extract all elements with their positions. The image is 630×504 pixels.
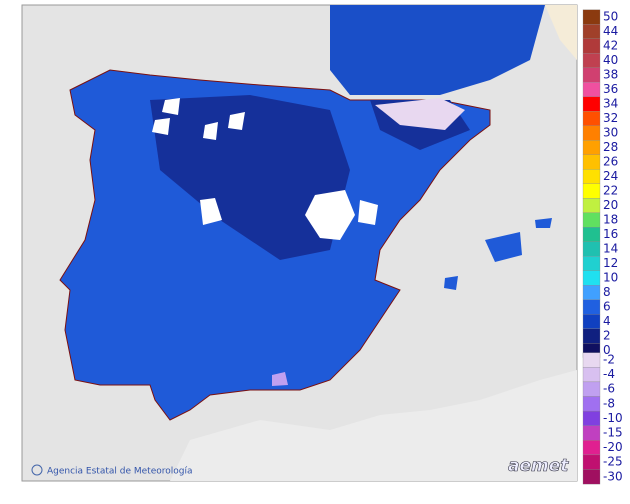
legend-swatch [582, 314, 601, 329]
legend-swatch [582, 396, 601, 412]
legend-swatch [582, 82, 601, 97]
legend-label: 14 [603, 242, 618, 256]
legend-swatch [582, 381, 601, 397]
logo: aemet [508, 456, 569, 476]
legend-label: 18 [603, 213, 618, 227]
legend-label: 28 [603, 140, 618, 154]
legend-swatch [582, 53, 601, 68]
legend-label: -30 [603, 469, 623, 483]
legend-label: 2 [603, 329, 611, 343]
southern-france [330, 5, 545, 95]
france [545, 5, 577, 60]
legend-swatch [582, 367, 601, 383]
legend-label: -20 [603, 440, 623, 454]
legend-label: 12 [603, 256, 618, 270]
legend-swatch [582, 227, 601, 242]
legend-swatch [582, 111, 601, 126]
islands [444, 218, 552, 290]
legend-swatch [582, 24, 601, 39]
legend-swatch [582, 183, 601, 199]
legend-label: 30 [603, 126, 618, 140]
legend-label: 40 [603, 53, 618, 67]
legend-label: 10 [603, 271, 618, 285]
legend-label: -8 [603, 396, 615, 410]
legend-label: -6 [603, 382, 615, 396]
legend-label: 16 [603, 227, 618, 241]
legend-label: 38 [603, 68, 618, 82]
legend-label: 36 [603, 82, 618, 96]
legend-swatch [582, 454, 601, 470]
legend-label: 32 [603, 111, 618, 125]
legend-swatch [582, 154, 601, 170]
legend-swatch [582, 256, 601, 271]
legend-label: 20 [603, 198, 618, 212]
legend-swatch [582, 140, 601, 155]
legend-swatch [582, 328, 601, 344]
legend-swatch [582, 352, 601, 368]
legend-swatch [582, 285, 601, 300]
legend-label: 4 [603, 314, 611, 328]
legend-swatch [582, 169, 601, 184]
cold-area [358, 200, 378, 225]
meseta [150, 95, 350, 260]
legend-label: 44 [603, 24, 618, 38]
cold-area [272, 372, 288, 386]
legend-swatch [582, 270, 601, 286]
legend-swatch [582, 425, 601, 441]
legend-swatch [582, 241, 601, 257]
legend-label: -25 [603, 455, 623, 469]
credit: Agencia Estatal de Meteorología [47, 467, 193, 477]
legend-label: 34 [603, 97, 618, 111]
legend-label: -15 [603, 426, 623, 440]
copyright-icon [31, 464, 43, 476]
legend-swatch [582, 212, 601, 228]
legend-swatch [582, 299, 601, 315]
legend-swatch [582, 96, 601, 112]
africa [170, 370, 577, 481]
legend-label: 26 [603, 155, 618, 169]
legend-label: 50 [603, 10, 618, 24]
legend-label: 22 [603, 184, 618, 198]
legend-label: 0 [603, 343, 611, 357]
legend-swatch [582, 67, 601, 83]
legend-swatch [582, 38, 601, 54]
legend-swatch [582, 9, 601, 25]
legend-swatch [582, 469, 601, 485]
cold-area [375, 98, 465, 130]
legend-label: 6 [603, 300, 611, 314]
legend-label: -2 [603, 353, 615, 367]
legend-swatch [582, 410, 601, 426]
legend-label: 42 [603, 39, 618, 53]
legend-swatch [582, 440, 601, 456]
legend-label: -10 [603, 411, 623, 425]
cold-area [305, 190, 355, 240]
legend-label: -4 [603, 367, 615, 381]
legend-label: 8 [603, 285, 611, 299]
legend-swatch [582, 198, 601, 213]
legend-label: 24 [603, 169, 618, 183]
legend-swatch [582, 125, 601, 141]
